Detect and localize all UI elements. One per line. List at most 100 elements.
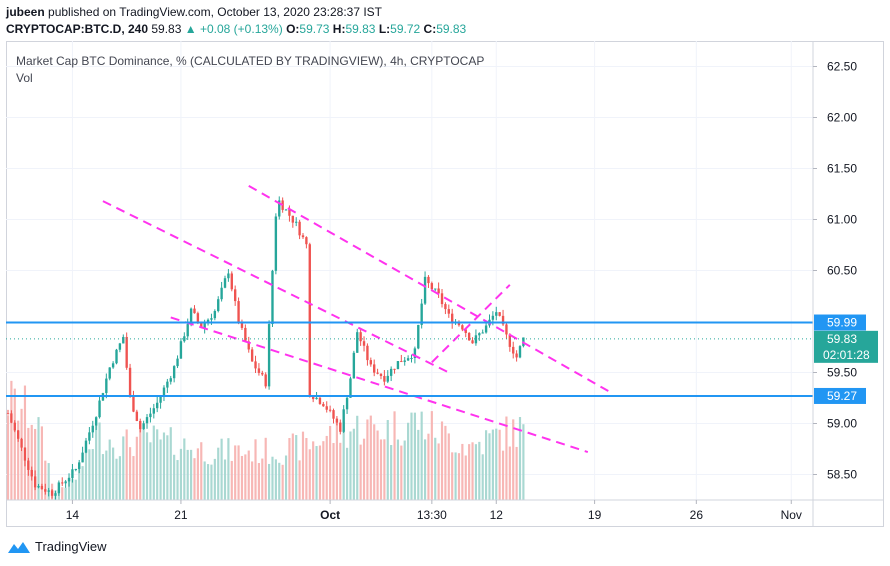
volume-bar [162,432,166,500]
volume-bar [485,430,488,500]
volume-bar [95,425,98,500]
candle-body [111,363,115,368]
candle-body [474,335,478,344]
volume-bar [284,455,288,500]
candle-body [233,289,237,302]
volume-bar [413,412,416,500]
ohlc-header: CRYPTOCAP:BTC.D, 240 59.83 ▲ +0.08 (+0.1… [6,22,466,36]
volume-bar [434,437,437,500]
volume-bar [505,416,508,500]
candle-body [366,345,369,361]
candle-body [186,324,189,337]
candle-body [271,270,274,325]
candle-body [389,368,393,376]
time-tick-label: Nov [781,508,802,522]
volume-bar [247,450,250,500]
candle-body [139,420,142,430]
time-tick-label: 21 [174,508,188,522]
volume-bar [393,411,396,500]
volume-bar [234,445,237,500]
candle-body [132,396,135,412]
volume-bar [67,477,71,500]
candle-body [223,278,227,288]
volume-bar [379,439,383,500]
volume-bar [183,438,186,500]
volume-bar [407,422,410,500]
candle-body [447,309,450,314]
candle-body [356,332,359,353]
candle-body [420,303,423,325]
volume-bar [423,439,427,500]
candle-body [13,422,16,431]
tradingview-logo-icon [8,541,30,553]
volume-bar [291,433,294,500]
candle-body [423,276,427,304]
volume-bar [376,430,379,500]
footer-brand[interactable]: TradingView [8,539,107,554]
level-price-badge [814,314,866,331]
volume-bar [386,420,389,500]
volume-bar [427,433,430,500]
candle-body [406,358,410,361]
volume-bar [176,460,179,500]
volume-bar [512,419,515,500]
last-price-badge [814,330,878,363]
volume-bar [88,449,91,500]
candle-body [359,332,362,342]
price-tick-label: 59.50 [827,366,857,380]
candle-body [169,378,172,382]
volume-bar [349,431,352,500]
candle-body [318,397,322,404]
last-value: 59.83 [151,22,182,36]
volume-bar [115,458,118,500]
volume-bar [498,429,501,500]
candle-body [67,477,71,482]
time-tick-label: 19 [588,508,602,522]
candle-body [240,323,244,328]
volume-bar [61,487,64,500]
candle-body [417,324,420,349]
price-tick-label: 59.00 [827,417,857,431]
volume-bar [227,438,230,500]
author-name[interactable]: jubeen [6,5,45,19]
time-tick-label: 14 [66,508,80,522]
candle-body [33,476,37,488]
candle-body [315,397,318,400]
close-value: 59.83 [436,22,467,36]
candle-body [339,422,342,432]
candle-body [10,413,13,423]
candle-body [478,333,481,336]
candle-body [206,319,210,324]
candle-body [305,237,308,245]
candle-body [284,209,288,211]
volume-bar [261,458,264,500]
candle-body [91,425,94,433]
candle-body [108,367,111,379]
candle-body [71,469,74,478]
volume-bar [145,432,149,500]
publish-info: jubeen published on TradingView.com, Oct… [6,5,382,19]
candle-body [98,400,101,418]
candle-body [189,308,193,325]
candle-body [16,430,20,439]
volume-bar [301,431,305,500]
candle-body [227,273,230,279]
volume-bar [179,448,183,500]
candle-body [410,357,413,359]
price-tick-label: 61.50 [827,162,857,176]
candle-body [176,358,179,367]
volume-bar [390,445,393,500]
candle-body [166,381,169,388]
volume-bar [359,444,362,500]
volume-bar [447,433,450,500]
candle-body [193,308,196,314]
volume-bar [325,435,328,500]
volume-bar [105,450,108,500]
volume-bar [206,464,210,500]
price-chart[interactable]: 62.50 62.00 61.50 61.00 60.50 59.50 59.00 58.50… [6,41,884,527]
time-tick-label: 12 [490,508,504,522]
volume-bar [40,426,43,500]
volume-bar [454,452,457,500]
candle-body [37,485,40,488]
volume-bar [356,415,359,500]
